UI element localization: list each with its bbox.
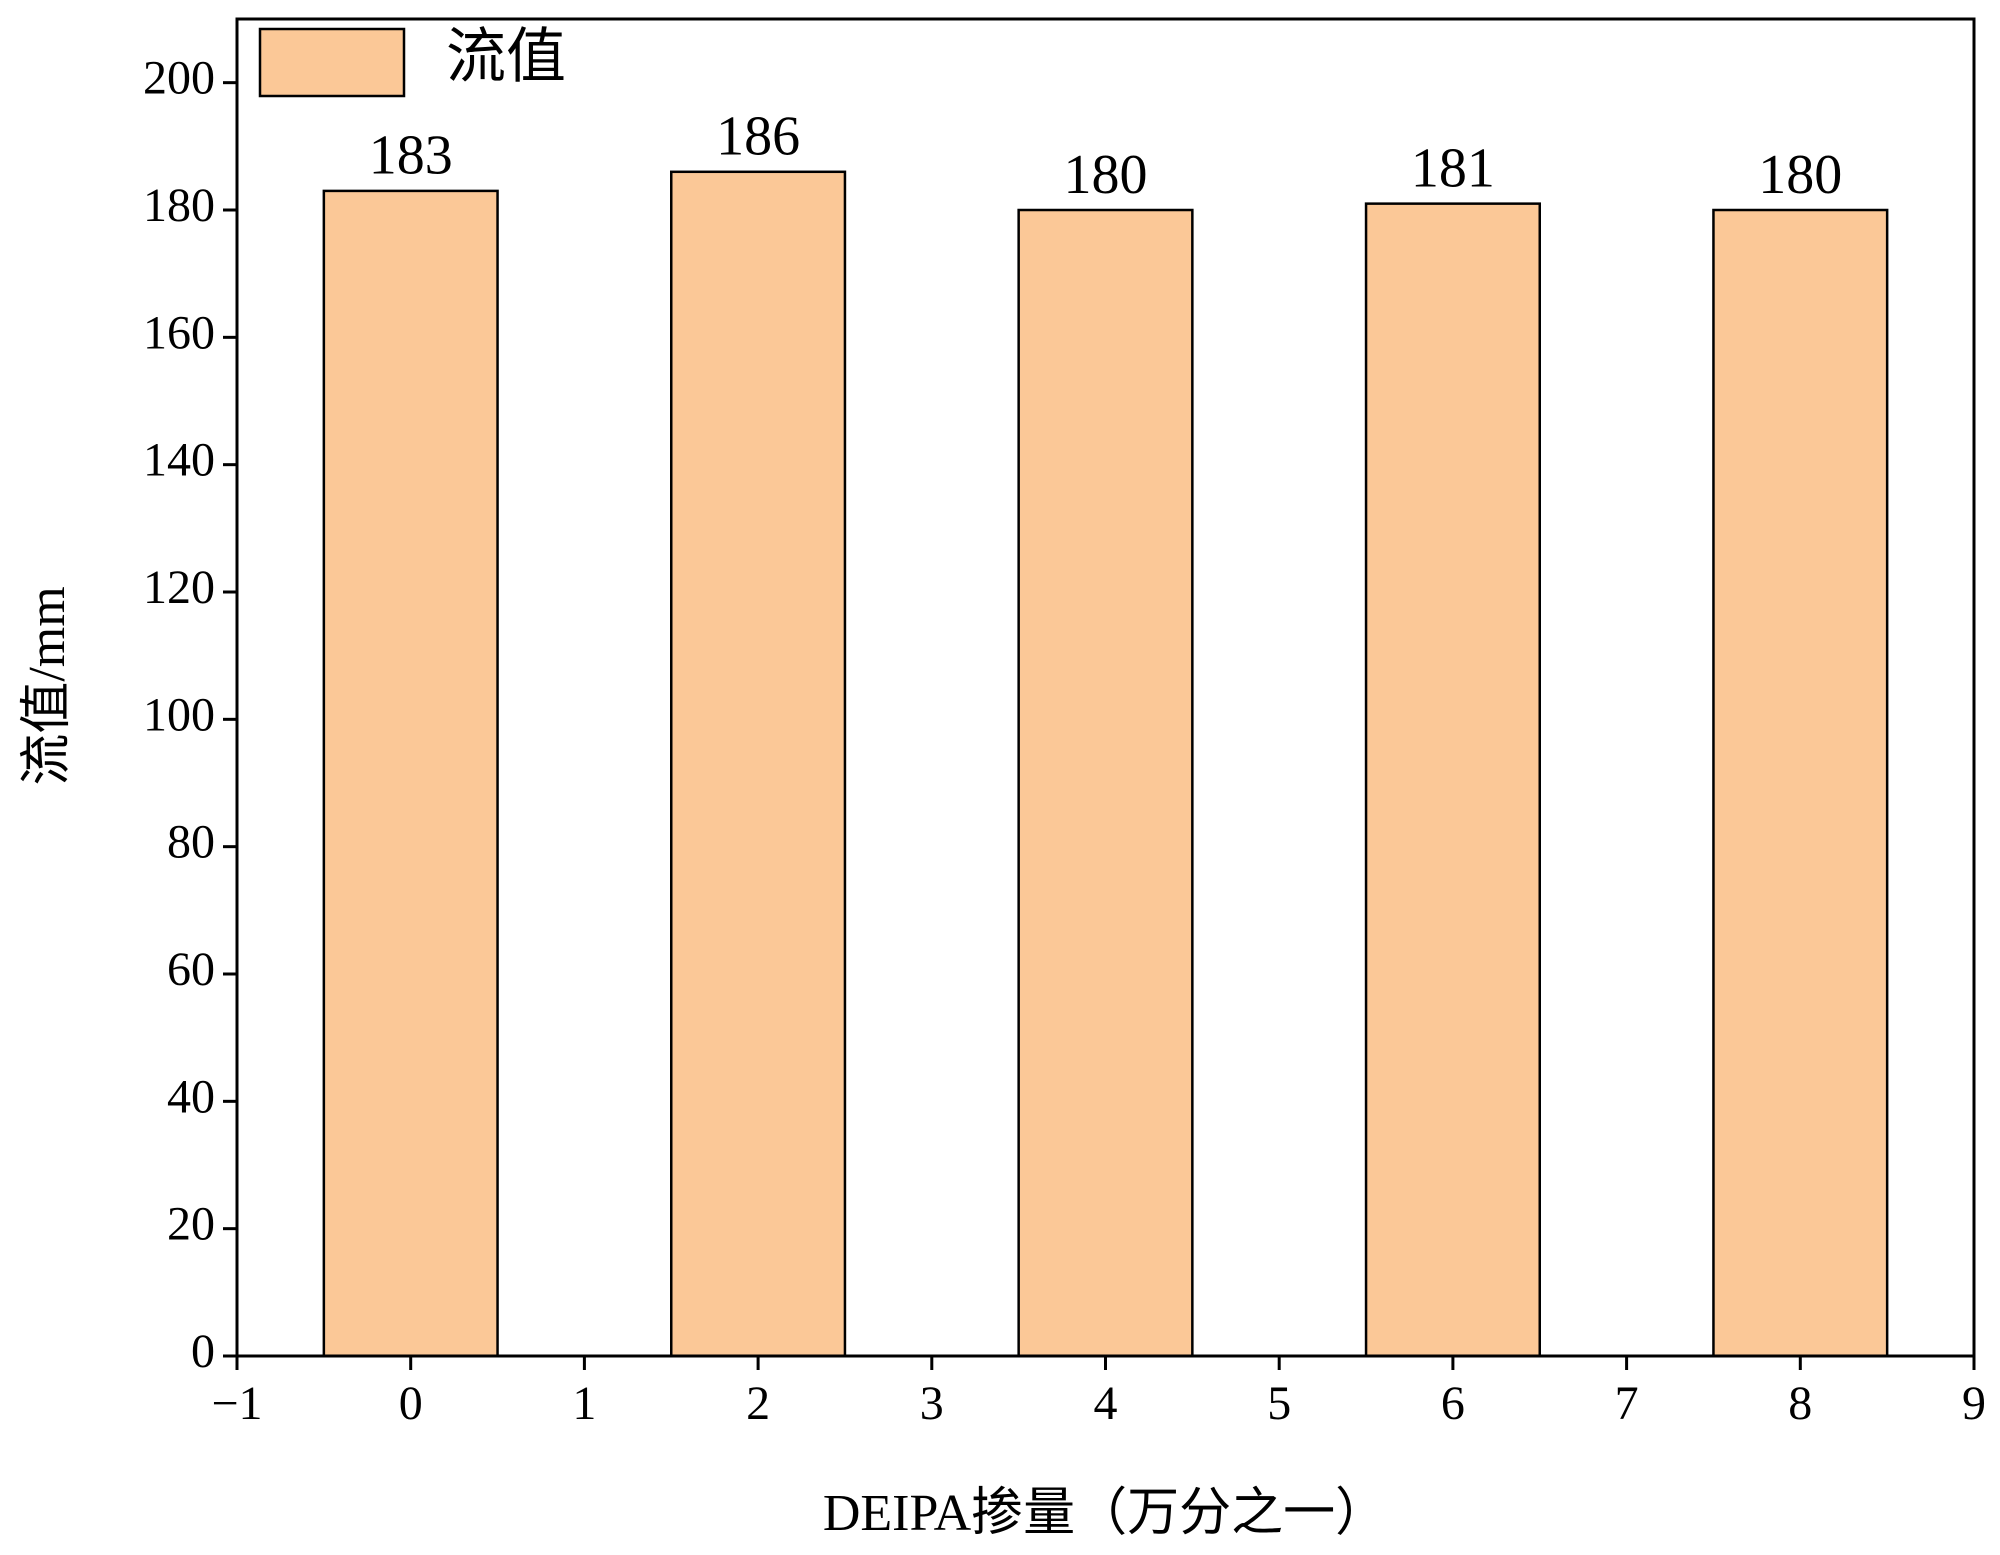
y-tick-label: 120 <box>143 561 215 614</box>
y-tick-label: 200 <box>143 52 215 105</box>
y-axis-title: 流值/mm <box>19 586 76 785</box>
data-label: 180 <box>1758 144 1842 206</box>
x-tick-label: 7 <box>1615 1377 1639 1430</box>
legend-label: 流值 <box>446 24 566 90</box>
y-tick-label: 0 <box>191 1325 215 1378</box>
x-tick-label: 1 <box>572 1377 596 1430</box>
x-tick-label: 8 <box>1788 1377 1812 1430</box>
y-tick-label: 60 <box>167 943 215 996</box>
x-axis-title: DEIPA掺量（万分之一） <box>823 1485 1387 1542</box>
y-tick-label: 160 <box>143 306 215 359</box>
x-tick-label: 3 <box>920 1377 944 1430</box>
bar <box>1364 202 1542 1358</box>
legend-swatch <box>258 27 406 98</box>
data-label: 180 <box>1064 144 1148 206</box>
x-tick-label: 9 <box>1962 1377 1986 1430</box>
data-label: 181 <box>1411 137 1495 199</box>
x-tick-label: 0 <box>399 1377 423 1430</box>
bar <box>1017 208 1194 1358</box>
bar <box>1712 208 1889 1358</box>
y-tick-label: 140 <box>143 434 215 487</box>
bar <box>670 170 847 1358</box>
x-tick-label: −1 <box>211 1377 262 1430</box>
x-tick-label: 2 <box>746 1377 770 1430</box>
bar <box>322 189 499 1358</box>
y-tick-label: 40 <box>167 1070 215 1123</box>
data-label: 186 <box>716 106 800 168</box>
y-tick-label: 20 <box>167 1198 215 1251</box>
data-label: 183 <box>369 125 453 187</box>
y-tick-label: 100 <box>143 688 215 741</box>
x-tick-label: 4 <box>1094 1377 1118 1430</box>
x-tick-label: 6 <box>1441 1377 1465 1430</box>
x-tick-label: 5 <box>1267 1377 1291 1430</box>
y-tick-label: 80 <box>167 816 215 869</box>
y-tick-label: 180 <box>143 179 215 232</box>
